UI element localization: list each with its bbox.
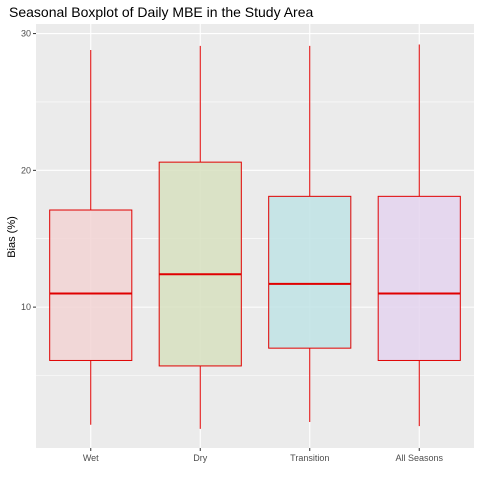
x-tick-label: All Seasons (395, 453, 443, 463)
boxes-layer (49, 44, 461, 429)
y-axis-title: Bias (%) (6, 216, 18, 258)
y-tick-label: 30 (21, 29, 31, 39)
box-dry (158, 45, 242, 429)
box-rect (268, 195, 352, 349)
chart-title: Seasonal Boxplot of Daily MBE in the Stu… (9, 4, 313, 20)
box-transition (268, 45, 352, 423)
box-rect (49, 209, 133, 361)
box-rect (377, 195, 461, 361)
x-axis: Wet Dry Transition All Seasons (83, 448, 444, 463)
box-wet (49, 49, 133, 425)
x-tick-label: Transition (290, 453, 329, 463)
box-all-seasons (377, 44, 461, 427)
box-rect (158, 161, 242, 367)
x-tick-label: Wet (83, 453, 99, 463)
y-tick-label: 10 (21, 302, 31, 312)
x-tick-label: Dry (193, 453, 207, 463)
y-axis: 10 20 30 (21, 29, 36, 312)
y-tick-label: 20 (21, 165, 31, 175)
